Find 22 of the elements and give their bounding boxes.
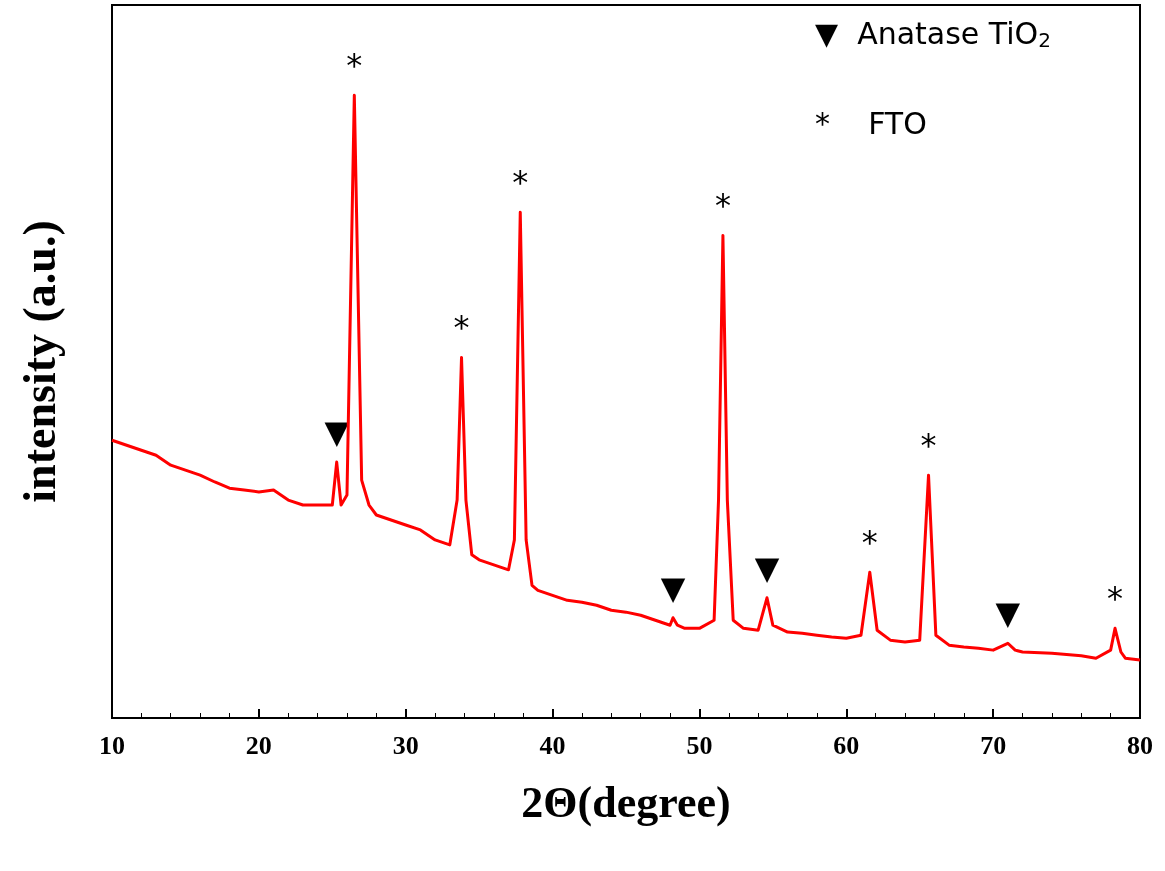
- annotation: *: [920, 426, 937, 465]
- annotation: *: [453, 308, 470, 347]
- annotation: ▼: [324, 413, 350, 452]
- x-tick-label: 80: [1127, 730, 1153, 760]
- annotation: *: [512, 163, 529, 202]
- annotation: * FTO: [815, 105, 927, 141]
- x-tick-label: 60: [833, 730, 860, 760]
- x-tick-label: 70: [980, 730, 1007, 760]
- annotation: *: [714, 186, 731, 225]
- x-tick-label: 50: [686, 730, 713, 760]
- x-tick-label: 30: [392, 730, 419, 760]
- annotation: ▼: [754, 548, 780, 587]
- x-tick-label: 20: [245, 730, 272, 760]
- annotation: *: [1107, 579, 1124, 618]
- annotation: *: [346, 46, 363, 85]
- x-tick-label: 10: [99, 730, 125, 760]
- x-axis-title: 2Θ(degree): [521, 777, 731, 827]
- annotation: *: [861, 523, 878, 562]
- annotation: ▼: [995, 594, 1021, 633]
- annotation: ▼: [660, 568, 686, 607]
- x-tick-label: 40: [539, 730, 566, 760]
- y-axis-title: intensity (a.u.): [13, 220, 65, 503]
